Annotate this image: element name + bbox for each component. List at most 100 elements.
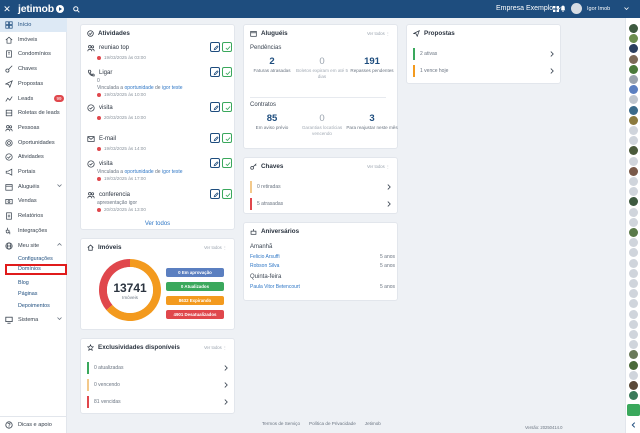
sidebar-item-propostas[interactable]: Propostas [0,77,67,91]
sidebar-item-oportunidades[interactable]: Oportunidades [0,136,67,150]
user-avatar[interactable] [629,350,638,360]
opportunity-link[interactable]: oportunidade [124,169,154,175]
birthday-person[interactable]: Felicio Arsuffi 5 anos [250,254,395,260]
complete-activity-button[interactable] [222,67,232,77]
user-avatar[interactable] [629,75,638,84]
activity-item[interactable]: visita 20/03/2025 às 10:00 [87,104,237,132]
user-avatar[interactable] [629,44,638,54]
user-avatar[interactable] [629,156,638,166]
user-avatar[interactable] [629,217,638,227]
birthday-person[interactable]: Paula Vitor Betencourt 5 anos [250,284,395,290]
view-all-link[interactable]: Ver todos ⋮ [204,345,228,350]
search-icon[interactable] [73,5,80,13]
user-avatar[interactable] [629,187,638,197]
sidebar-item-integra-es[interactable]: Integrações [0,224,67,238]
sidebar-item-alugu-is[interactable]: Aluguéis [0,180,67,194]
prop-rows-row[interactable]: 2 ativas [413,47,556,60]
company-selector[interactable]: Empresa Exemplo [496,5,561,12]
sidebar-item-in-cio[interactable]: Início [0,18,67,32]
view-all-link[interactable]: Ver todos ⋮ [367,31,391,36]
sidebar-item-meu-site[interactable]: Meu site [0,239,67,253]
view-all-link[interactable]: Ver todos ⋮ [204,245,228,250]
person-name[interactable]: Robson Silva [250,263,280,269]
sidebar-item-condom-nios[interactable]: Condomínios [0,47,67,61]
user-avatar[interactable] [629,238,638,248]
activity-item[interactable]: E-mail 19/03/2025 às 14:00 [87,135,237,163]
user-avatar[interactable] [629,370,638,380]
imoveis-legend-1[interactable]: 0 Atualizados [166,282,224,291]
user-avatar[interactable] [629,248,638,258]
user-avatar[interactable] [629,85,638,95]
activity-item[interactable]: reuniao top 19/03/2025 às 03:00 [87,44,237,72]
bell-icon[interactable] [560,5,566,12]
view-all-link[interactable]: Ver todos [144,221,171,227]
edit-activity-button[interactable] [210,102,220,112]
sidebar-item-vendas[interactable]: Vendas [0,194,67,208]
birthday-person[interactable]: Robson Silva 5 anos [250,263,395,269]
person-name[interactable]: Felicio Arsuffi [250,254,280,260]
prop-rows-row[interactable]: 1 vence hoje [413,64,556,77]
stat-pend-2[interactable]: 191 Repasses pendentes [344,56,400,74]
edit-activity-button[interactable] [210,189,220,199]
sidebar-item-atividades[interactable]: Atividades [0,150,67,164]
view-all-link[interactable]: Ver todos ⋮ [367,164,391,169]
chave-rows-row[interactable]: 0 retiradas [250,180,393,193]
person-link[interactable]: igor teste [161,85,183,91]
footer-privacy-link[interactable]: Política de Privacidade [309,421,356,426]
complete-activity-button[interactable] [222,102,232,112]
stat-contr-1[interactable]: 0 Garantias locatícias vencendo [294,113,350,136]
user-avatar[interactable] [629,330,638,339]
user-avatar[interactable] [629,95,638,105]
sidebar-item-portais[interactable]: Portais [0,165,67,179]
user-avatar[interactable] [629,105,638,115]
sidebar-item-relat-rios[interactable]: Relatórios [0,209,67,223]
excl-rows-row[interactable]: 0 vencendo [87,378,230,391]
sidebar-item-pessoas[interactable]: Pessoas [0,121,67,135]
activity-item[interactable]: visita Vinculada a oportunidade de igor t… [87,160,237,188]
complete-activity-button[interactable] [222,42,232,52]
user-avatar[interactable] [629,228,638,237]
help-link[interactable]: Dicas e apoio [0,416,67,433]
footer-terms-link[interactable]: Termos de Serviço [262,421,301,426]
collapse-arrow-icon[interactable] [631,422,636,428]
user-avatar[interactable] [629,126,638,135]
user-avatar[interactable] [629,258,638,268]
imoveis-legend-0[interactable]: 0 Em aprovação [166,268,224,277]
stat-pend-0[interactable]: 2 Faturas atrasadas [244,56,300,74]
activity-item[interactable]: conferencia apresentação igor 20/03/2025 à… [87,191,237,219]
user-avatar[interactable] [629,115,638,125]
user-avatar[interactable] [629,309,638,319]
donut-slice-expirando[interactable] [106,259,161,321]
user-avatar[interactable] [629,136,638,146]
edit-activity-button[interactable] [210,42,220,52]
person-link[interactable]: igor teste [161,169,183,175]
brand-logo[interactable]: jetimob [18,3,64,15]
sidebar-item-roletas-de-leads[interactable]: Roletas de leads [0,106,67,120]
sidebar-item-im-veis[interactable]: Imóveis [0,33,67,47]
user-avatar[interactable] [629,340,638,350]
user-name[interactable]: Igor Imob [587,6,611,12]
chave-rows-row[interactable]: 5 atrasadas [250,197,393,210]
sidebar-sub-dominios[interactable]: Domínios [5,264,67,275]
complete-activity-button[interactable] [222,133,232,143]
complete-activity-button[interactable] [222,158,232,168]
user-avatar[interactable] [571,3,582,14]
imoveis-legend-2[interactable]: 8632 Expirando [166,296,224,305]
user-avatar[interactable] [629,289,638,299]
opportunity-link[interactable]: oportunidade [124,85,154,91]
user-avatar[interactable] [629,279,638,288]
user-avatar[interactable] [629,166,638,176]
user-avatar[interactable] [629,299,638,309]
sidebar-sub-configuracoes[interactable]: Configurações [18,256,53,262]
stat-pend-1[interactable]: 0 Boletos expiram em até 5 dias [294,56,350,79]
stat-contr-0[interactable]: 85 Em aviso prévio [244,113,300,131]
user-avatar[interactable] [629,268,638,278]
user-avatar[interactable] [629,197,638,207]
person-name[interactable]: Paula Vitor Betencourt [250,284,300,290]
sidebar-item-leads[interactable]: Leads 99 [0,92,67,106]
user-avatar[interactable] [629,146,638,156]
edit-activity-button[interactable] [210,67,220,77]
user-avatar[interactable] [629,319,638,329]
user-avatar[interactable] [629,24,638,33]
stat-contr-2[interactable]: 3 Para reajustar neste mês [344,113,400,131]
